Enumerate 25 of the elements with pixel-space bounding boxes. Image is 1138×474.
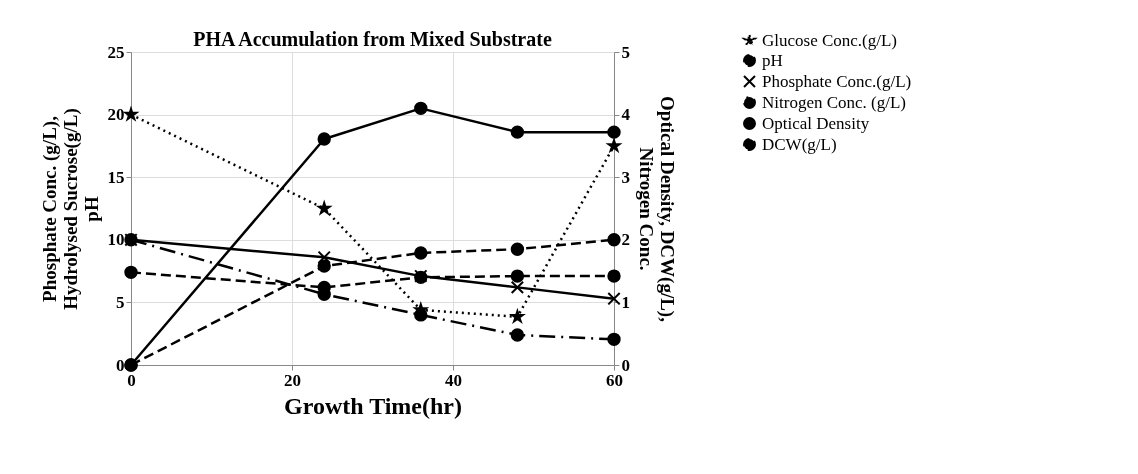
y-tick-label: 5 — [116, 292, 125, 312]
x-tick-label: 40 — [445, 370, 462, 390]
y-tick-label: 0 — [116, 355, 125, 375]
y2-tick-label: 1 — [621, 292, 630, 312]
y2-tick-label: 2 — [621, 230, 630, 250]
legend-label: Optical Density — [762, 113, 870, 133]
y-tick-label: 10 — [107, 230, 125, 250]
x-tick-label: 60 — [606, 370, 623, 390]
legend-label: pH — [762, 50, 783, 70]
legend-label: Phosphate Conc.(g/L) — [762, 71, 912, 91]
legend-label: Glucose Conc.(g/L) — [762, 30, 898, 50]
x-axis-title: Growth Time(hr) — [284, 392, 462, 419]
legend-label: Nitrogen Conc. (g/L) — [762, 92, 906, 112]
y-tick-label: 20 — [107, 105, 125, 125]
chart-title: PHA Accumulation from Mixed Substrate — [193, 28, 552, 50]
y-axis-title: Phosphate Conc. (g/L), Hydrolysed Sucrose(g/L) pH — [38, 108, 102, 310]
legend-label: DCW(g/L) — [762, 134, 837, 154]
y2-tick-label: 4 — [621, 105, 631, 125]
y2-tick-label: 3 — [621, 167, 630, 187]
y2-tick-label: 0 — [621, 355, 630, 375]
y-tick-label: 15 — [107, 167, 125, 187]
y2-tick-label: 5 — [621, 42, 630, 62]
y-tick-label: 25 — [107, 42, 125, 62]
y2-axis-title: Optical Density, DCW(g/L), Nitrogen Conc. — [636, 96, 678, 323]
x-tick-label: 20 — [284, 370, 301, 390]
